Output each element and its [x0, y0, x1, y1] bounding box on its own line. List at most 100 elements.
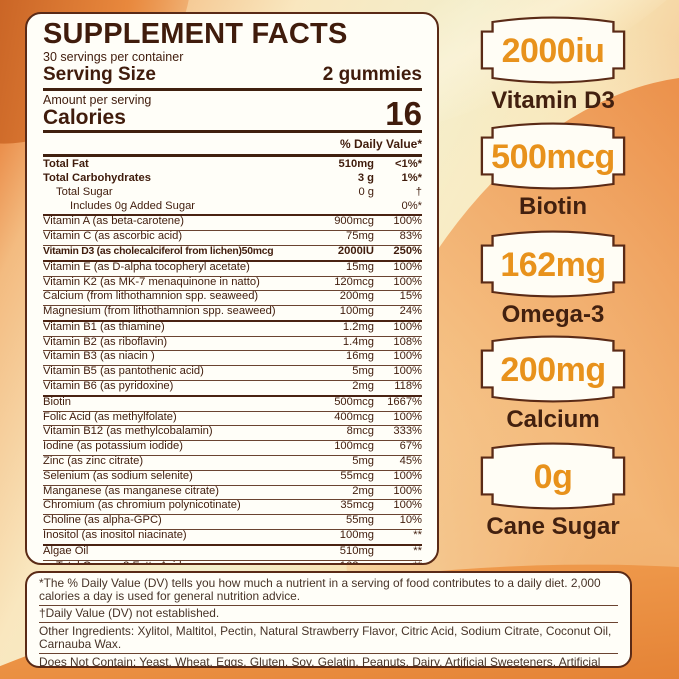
badge-plaque: 500mcg	[473, 120, 633, 192]
nutrient-name: Vitamin D3 (as cholecalciferol from lich…	[43, 245, 274, 257]
nutrient-amount: 75mg	[346, 230, 374, 243]
nutrient-daily-value: **	[413, 529, 422, 542]
nutrient-daily-value: 250%	[393, 244, 422, 257]
nutrient-name: Vitamin B12 (as methylcobalamin)	[43, 425, 213, 438]
table-row: Calcium (from lithothamnion spp. seaweed…	[43, 290, 422, 307]
nutrient-daily-value: 100%	[393, 320, 422, 333]
nutrient-daily-value: †	[415, 185, 422, 198]
nutrient-daily-value: 100%	[393, 350, 422, 363]
table-row: Iodine (as potassium iodide) 100mcg 67%	[43, 440, 422, 457]
nutrient-daily-value: 100%	[393, 499, 422, 512]
nutrient-daily-value: 100%	[393, 484, 422, 497]
nutrient-amount: 1.4mg	[342, 335, 374, 348]
nutrient-table: Total Fat 510mg <1%* Total Carbohydrates 3 g…	[43, 158, 422, 563]
nutrient-daily-value: 24%	[399, 305, 422, 318]
nutrient-daily-value: 100%	[393, 215, 422, 228]
badge-plaque: 162mg	[473, 228, 633, 300]
badge-plaque: 0g	[473, 440, 633, 512]
nutrient-amount: 162mg	[304, 560, 374, 563]
table-row: Vitamin B5 (as pantothenic acid) 5mg 100%	[43, 366, 422, 382]
nutrient-name: Calcium (from lithothamnion spp. seaweed…	[43, 290, 259, 303]
nutrient-daily-value: 333%	[393, 425, 422, 438]
nutrient-name: Magnesium (from lithothamnion spp. seawe…	[43, 305, 276, 318]
nutrient-daily-value: 100%	[393, 260, 422, 273]
badge-label: Cane Sugar	[486, 513, 620, 540]
nutrient-name: Chromium (as chromium polynicotinate)	[43, 499, 241, 512]
nutrient-name: Vitamin E (as D-alpha tocopheryl acetate…	[43, 260, 250, 273]
daily-value-header: % Daily Value*	[339, 137, 422, 152]
nutrient-daily-value: 1667%	[387, 395, 422, 408]
nutrient-amount: 100mg	[339, 305, 374, 318]
table-row: Inositol (as inositol niacinate) 100mg **	[43, 529, 422, 546]
nutrient-amount: 100mcg	[334, 440, 374, 453]
badge-value: 200mg	[500, 350, 606, 389]
badge-biotin: 500mcg Biotin	[448, 120, 658, 219]
nutrient-daily-value: 15%	[399, 290, 422, 303]
table-row: Selenium (as sodium selenite) 55mcg 100%	[43, 469, 422, 486]
nutrient-name: Vitamin B1 (as thiamine)	[43, 320, 165, 333]
table-row: Biotin 500mcg 1667%	[43, 395, 422, 412]
table-row: Includes 0g Added Sugar 0%*	[43, 199, 422, 217]
badge-omega-3: 162mg Omega-3	[448, 228, 658, 327]
table-row: Magnesium (from lithothamnion spp. seawe…	[43, 305, 422, 322]
nutrient-name: Vitamin B2 (as riboflavin)	[43, 335, 168, 348]
nutrient-name: Includes 0g Added Sugar	[70, 199, 196, 212]
nutrient-name: Vitamin B3 (as niacin )	[43, 350, 155, 363]
nutrient-amount: 900mcg	[334, 215, 374, 228]
nutrient-name: Total Sugar	[56, 185, 113, 198]
nutrient-amount: 55mg	[346, 514, 374, 527]
nutrient-name: Inositol (as inositol niacinate)	[43, 529, 187, 542]
nutrient-daily-value: 100%	[393, 275, 422, 288]
nutrient-daily-value: 100%	[393, 469, 422, 482]
table-row: Manganese (as manganese citrate) 2mg 100%	[43, 484, 422, 501]
nutrient-amount: 3 g	[357, 171, 374, 184]
table-row: Total Sugar 0 g †	[43, 185, 422, 201]
nutrient-name: Biotin	[43, 395, 71, 408]
nutrient-amount: 0 g	[358, 185, 374, 198]
serving-size-label: Serving Size	[43, 64, 156, 86]
nutrient-amount: 1.2mg	[342, 320, 374, 333]
table-row: Vitamin C (as ascorbic acid) 75mg 83%	[43, 230, 422, 246]
nutrient-daily-value: 1%*	[401, 171, 422, 184]
nutrient-amount: 2000IU	[337, 244, 374, 257]
nutrient-daily-value: 108%	[393, 335, 422, 348]
badge-plaque: 200mg	[473, 333, 633, 405]
supplement-facts-panel: SUPPLEMENT FACTS 30 servings per contain…	[25, 12, 439, 565]
badge-vitamin-d3: 2000iu Vitamin D3	[448, 14, 658, 113]
table-row: Choline (as alpha-GPC) 55mg 10%	[43, 514, 422, 531]
nutrient-name: Manganese (as manganese citrate)	[43, 484, 219, 497]
nutrient-name: Algae Oil	[43, 544, 89, 557]
nutrient-name: Vitamin C (as ascorbic acid)	[43, 230, 183, 243]
nutrient-amount: 200mg	[339, 290, 374, 303]
nutrient-name: Choline (as alpha-GPC)	[43, 514, 162, 527]
badge-column: 2000iu Vitamin D3 500mcg Biotin 162mg Omega-3…	[448, 0, 658, 679]
nutrient-daily-value: **	[413, 544, 422, 557]
badge-label: Calcium	[506, 406, 600, 433]
nutrient-daily-value: 118%	[394, 380, 422, 393]
nutrient-name: Vitamin B6 (as pyridoxine)	[43, 380, 174, 393]
nutrient-daily-value: <1%*	[394, 158, 422, 171]
table-row: Total Fat 510mg <1%*	[43, 158, 422, 173]
nutrient-amount: 510mg	[339, 544, 374, 557]
table-row: Vitamin A (as beta-carotene) 900mcg 100%	[43, 215, 422, 232]
nutrient-name: Folic Acid (as methylfolate)	[43, 410, 177, 423]
table-row: Total Carbohydrates 3 g 1%*	[43, 171, 422, 187]
table-row: Total Omega-3 Fatty Acids162mg**	[43, 560, 422, 563]
table-row: Vitamin B2 (as riboflavin) 1.4mg 108%	[43, 335, 422, 352]
table-row: Zinc (as zinc citrate) 5mg 45%	[43, 455, 422, 471]
nutrient-amount: 55mcg	[340, 469, 374, 482]
nutrient-daily-value: 0%*	[401, 199, 422, 212]
table-row: Vitamin B12 (as methylcobalamin) 8mcg 333%	[43, 425, 422, 442]
nutrient-amount: 400mcg	[334, 410, 374, 423]
nutrient-amount: 8mcg	[346, 425, 374, 438]
nutrient-amount: 35mcg	[340, 499, 374, 512]
nutrient-name: Zinc (as zinc citrate)	[43, 455, 144, 468]
badge-value: 0g	[533, 457, 573, 496]
nutrient-amount: 100mg	[339, 529, 374, 542]
table-row: Vitamin E (as D-alpha tocopheryl acetate…	[43, 260, 422, 277]
nutrient-daily-value: 45%	[399, 455, 422, 468]
table-row: Vitamin K2 (as MK-7 menaquinone in natto…	[43, 275, 422, 292]
nutrient-name: Total Fat	[43, 158, 89, 171]
nutrient-daily-value: **	[374, 560, 422, 563]
serving-size-value: 2 gummies	[322, 64, 422, 86]
